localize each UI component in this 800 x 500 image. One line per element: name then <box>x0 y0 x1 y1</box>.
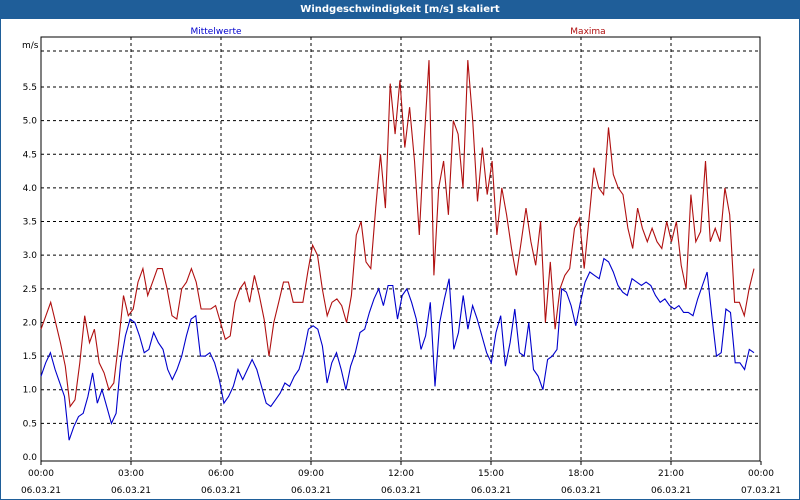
x-tick-time: 18:00 <box>568 469 594 479</box>
x-tick-time: 21:00 <box>658 469 684 479</box>
legend-maxima: Maxima <box>570 27 605 37</box>
x-tick-date: 06.03.21 <box>111 486 151 496</box>
y-axis-unit: m/s <box>22 41 39 51</box>
y-tick-label: 2.5 <box>23 285 37 295</box>
x-tick-time: 00:00 <box>28 469 54 479</box>
x-tick-time: 12:00 <box>388 469 414 479</box>
y-tick-label: 4.5 <box>23 150 37 160</box>
x-tick-date: 06.03.21 <box>381 486 421 496</box>
grid-lines <box>40 37 762 465</box>
y-tick-label: 0.5 <box>23 419 37 429</box>
x-tick-date: 06.03.21 <box>291 486 331 496</box>
y-tick-label: 5.0 <box>23 117 38 127</box>
window-title: Windgeschwindigkeit [m/s] skaliert <box>1 1 799 19</box>
x-tick-date: 06.03.21 <box>21 486 61 496</box>
y-tick-label: 1.5 <box>23 352 37 362</box>
x-tick-date: 07.03.21 <box>741 486 781 496</box>
y-axis-labels: 0.0 0.5 1.0 1.5 2.0 2.5 3.0 3.5 4.0 4.5 5.0 5.5 <box>23 83 38 463</box>
x-tick-time: 15:00 <box>478 469 504 479</box>
y-tick-label: 3.5 <box>23 218 37 228</box>
y-tick-label: 2.0 <box>23 318 38 328</box>
x-tick-date: 06.03.21 <box>201 486 241 496</box>
y-tick-label: 5.5 <box>23 83 37 93</box>
legend-mittelwerte: Mittelwerte <box>190 27 241 37</box>
x-tick-date: 06.03.21 <box>561 486 601 496</box>
y-tick-label: 4.0 <box>23 184 38 194</box>
x-tick-date: 06.03.21 <box>651 486 691 496</box>
x-tick-date: 06.03.21 <box>471 486 511 496</box>
x-tick-time: 00:00 <box>748 469 774 479</box>
series-lines <box>40 60 755 441</box>
y-tick-label: 3.0 <box>23 251 38 261</box>
y-tick-label: 0.0 <box>23 453 38 463</box>
x-axis-labels: 00:00 06.03.21 03:00 06.03.21 06:00 06.03.21 0… <box>21 469 781 496</box>
series-line-mittelwerte <box>40 257 755 441</box>
x-tick-time: 09:00 <box>298 469 324 479</box>
series-line-maxima <box>40 60 755 408</box>
y-tick-label: 1.0 <box>23 386 38 396</box>
x-tick-time: 03:00 <box>118 469 144 479</box>
x-tick-time: 06:00 <box>208 469 234 479</box>
